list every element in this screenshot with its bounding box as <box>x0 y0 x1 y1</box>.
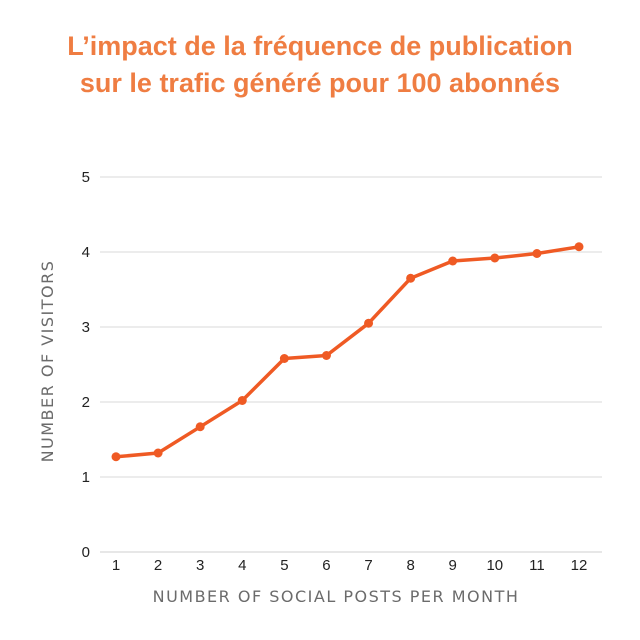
series-line <box>114 245 581 459</box>
chart-title-line-1: L’impact de la fréquence de publication <box>67 31 573 61</box>
x-tick-label: 6 <box>322 557 330 574</box>
x-axis-ticks: 1 2 3 4 5 6 7 8 9 10 11 12 <box>112 557 588 574</box>
data-point <box>153 448 163 458</box>
data-point <box>364 318 374 328</box>
y-tick-label: 2 <box>82 394 90 411</box>
gridlines <box>100 176 602 553</box>
y-tick-label: 5 <box>82 169 90 186</box>
y-tick-label: 3 <box>82 319 90 336</box>
x-tick-label: 3 <box>196 557 204 574</box>
y-tick-label: 1 <box>82 469 90 486</box>
data-point <box>532 249 542 258</box>
x-tick-label: 1 <box>112 557 120 574</box>
y-tick-label: 4 <box>82 244 90 261</box>
y-tick-label: 0 <box>82 544 90 561</box>
x-tick-label: 11 <box>529 557 545 574</box>
series-layer <box>111 242 584 462</box>
x-tick-label: 12 <box>571 557 588 574</box>
x-axis-title: NUMBER OF SOCIAL POSTS PER MONTH <box>153 587 520 606</box>
x-tick-label: 9 <box>449 557 457 574</box>
data-point <box>574 242 584 252</box>
x-tick-label: 10 <box>486 557 503 574</box>
data-point <box>237 396 247 405</box>
data-point <box>490 253 500 263</box>
chart-title: L’impact de la fréquence de publication … <box>0 28 640 102</box>
data-point <box>448 256 458 266</box>
x-tick-label: 2 <box>154 557 162 574</box>
x-tick-label: 7 <box>364 557 372 574</box>
x-tick-label: 4 <box>238 557 246 574</box>
y-axis-ticks: 0 1 2 3 4 5 <box>82 169 90 561</box>
chart-title-line-2: sur le trafic généré pour 100 abonnés <box>79 68 561 98</box>
data-point <box>111 452 121 462</box>
data-point <box>406 273 416 283</box>
y-axis-title: NUMBER OF VISITORS <box>38 260 57 463</box>
data-point <box>321 351 331 360</box>
data-point <box>195 422 205 432</box>
x-tick-label: 5 <box>280 557 288 574</box>
data-point <box>279 354 289 363</box>
x-tick-label: 8 <box>406 557 414 574</box>
